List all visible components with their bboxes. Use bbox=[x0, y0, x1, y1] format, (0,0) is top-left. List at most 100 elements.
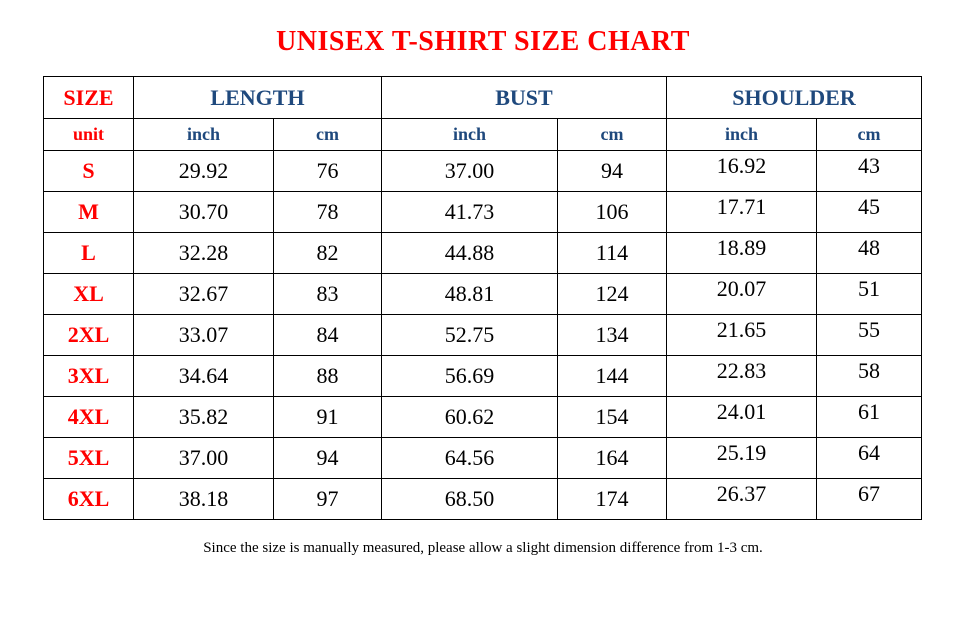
cell-shoulder-cm: 64 bbox=[816, 437, 922, 479]
cell-length-in: 29.92 bbox=[133, 150, 274, 192]
unit-length-cm: cm bbox=[273, 118, 382, 151]
cell-length-cm: 94 bbox=[273, 437, 382, 479]
cell-length-cm: 97 bbox=[273, 478, 382, 520]
cell-size: 3XL bbox=[43, 355, 134, 397]
cell-shoulder-in: 25.19 bbox=[666, 437, 817, 479]
cell-size: 4XL bbox=[43, 396, 134, 438]
cell-value: 64 bbox=[858, 440, 880, 465]
cell-bust-cm: 134 bbox=[557, 314, 667, 356]
cell-length-in: 32.28 bbox=[133, 232, 274, 274]
cell-size: 5XL bbox=[43, 437, 134, 479]
cell-shoulder-in: 20.07 bbox=[666, 273, 817, 315]
cell-bust-cm: 154 bbox=[557, 396, 667, 438]
cell-length-in: 37.00 bbox=[133, 437, 274, 479]
cell-shoulder-cm: 48 bbox=[816, 232, 922, 274]
table-row: M 30.70 78 41.73 106 17.71 45 bbox=[43, 191, 922, 233]
header-length: LENGTH bbox=[133, 76, 382, 119]
cell-bust-in: 60.62 bbox=[381, 396, 558, 438]
cell-bust-in: 56.69 bbox=[381, 355, 558, 397]
cell-shoulder-cm: 67 bbox=[816, 478, 922, 520]
cell-value: 45 bbox=[858, 194, 880, 219]
cell-length-cm: 76 bbox=[273, 150, 382, 192]
cell-bust-cm: 114 bbox=[557, 232, 667, 274]
cell-shoulder-cm: 45 bbox=[816, 191, 922, 233]
cell-length-in: 34.64 bbox=[133, 355, 274, 397]
unit-length-inch: inch bbox=[133, 118, 274, 151]
cell-value: 21.65 bbox=[716, 317, 767, 342]
cell-bust-in: 48.81 bbox=[381, 273, 558, 315]
cell-bust-cm: 106 bbox=[557, 191, 667, 233]
cell-value: 22.83 bbox=[716, 358, 767, 383]
cell-length-cm: 78 bbox=[273, 191, 382, 233]
header-size: SIZE bbox=[43, 76, 134, 119]
table-row: 2XL 33.07 84 52.75 134 21.65 55 bbox=[43, 314, 922, 356]
cell-length-in: 35.82 bbox=[133, 396, 274, 438]
cell-shoulder-cm: 61 bbox=[816, 396, 922, 438]
header-bust: BUST bbox=[381, 76, 667, 119]
cell-value: 16.92 bbox=[716, 153, 767, 178]
measurement-note: Since the size is manually measured, ple… bbox=[203, 540, 763, 556]
unit-row: unit inch cm inch cm inch cm bbox=[43, 118, 922, 151]
cell-shoulder-in: 16.92 bbox=[666, 150, 817, 192]
cell-value: 24.01 bbox=[716, 399, 767, 424]
cell-bust-cm: 144 bbox=[557, 355, 667, 397]
cell-length-in: 32.67 bbox=[133, 273, 274, 315]
unit-shoulder-inch: inch bbox=[666, 118, 817, 151]
cell-shoulder-in: 17.71 bbox=[666, 191, 817, 233]
cell-value: 26.37 bbox=[716, 481, 767, 506]
cell-value: 25.19 bbox=[716, 440, 767, 465]
cell-bust-cm: 94 bbox=[557, 150, 667, 192]
cell-size: 2XL bbox=[43, 314, 134, 356]
cell-length-cm: 84 bbox=[273, 314, 382, 356]
cell-shoulder-in: 24.01 bbox=[666, 396, 817, 438]
cell-length-cm: 82 bbox=[273, 232, 382, 274]
cell-bust-in: 37.00 bbox=[381, 150, 558, 192]
cell-bust-cm: 124 bbox=[557, 273, 667, 315]
cell-length-cm: 83 bbox=[273, 273, 382, 315]
cell-bust-in: 68.50 bbox=[381, 478, 558, 520]
cell-length-in: 30.70 bbox=[133, 191, 274, 233]
table-row: S 29.92 76 37.00 94 16.92 43 bbox=[43, 150, 922, 192]
unit-bust-inch: inch bbox=[381, 118, 558, 151]
header-shoulder: SHOULDER bbox=[666, 76, 922, 119]
cell-value: 20.07 bbox=[716, 276, 767, 301]
cell-value: 67 bbox=[858, 481, 880, 506]
cell-size: M bbox=[43, 191, 134, 233]
cell-length-in: 33.07 bbox=[133, 314, 274, 356]
cell-size: 6XL bbox=[43, 478, 134, 520]
unit-label: unit bbox=[43, 118, 134, 151]
cell-bust-in: 44.88 bbox=[381, 232, 558, 274]
table-row: 6XL 38.18 97 68.50 174 26.37 67 bbox=[43, 478, 922, 520]
cell-value: 18.89 bbox=[716, 235, 767, 260]
cell-value: 43 bbox=[858, 153, 880, 178]
cell-value: 48 bbox=[858, 235, 880, 260]
unit-bust-cm: cm bbox=[557, 118, 667, 151]
cell-shoulder-cm: 58 bbox=[816, 355, 922, 397]
cell-length-cm: 91 bbox=[273, 396, 382, 438]
cell-value: 61 bbox=[858, 399, 880, 424]
cell-bust-in: 64.56 bbox=[381, 437, 558, 479]
cell-size: L bbox=[43, 232, 134, 274]
cell-shoulder-in: 18.89 bbox=[666, 232, 817, 274]
cell-length-cm: 88 bbox=[273, 355, 382, 397]
cell-shoulder-cm: 43 bbox=[816, 150, 922, 192]
cell-value: 55 bbox=[858, 317, 880, 342]
cell-value: 51 bbox=[858, 276, 880, 301]
cell-value: 58 bbox=[858, 358, 880, 383]
table-row: XL 32.67 83 48.81 124 20.07 51 bbox=[43, 273, 922, 315]
cell-size: S bbox=[43, 150, 134, 192]
cell-shoulder-in: 22.83 bbox=[666, 355, 817, 397]
unit-shoulder-cm: cm bbox=[816, 118, 922, 151]
table-row: 4XL 35.82 91 60.62 154 24.01 61 bbox=[43, 396, 922, 438]
cell-size: XL bbox=[43, 273, 134, 315]
header-row: SIZE LENGTH BUST SHOULDER bbox=[43, 76, 922, 119]
cell-shoulder-in: 21.65 bbox=[666, 314, 817, 356]
cell-shoulder-cm: 55 bbox=[816, 314, 922, 356]
size-chart-table: SIZE LENGTH BUST SHOULDER unit inch cm i… bbox=[43, 76, 922, 520]
table-row: L 32.28 82 44.88 114 18.89 48 bbox=[43, 232, 922, 274]
cell-value: 17.71 bbox=[716, 194, 767, 219]
cell-shoulder-cm: 51 bbox=[816, 273, 922, 315]
cell-length-in: 38.18 bbox=[133, 478, 274, 520]
cell-bust-cm: 164 bbox=[557, 437, 667, 479]
cell-bust-in: 52.75 bbox=[381, 314, 558, 356]
